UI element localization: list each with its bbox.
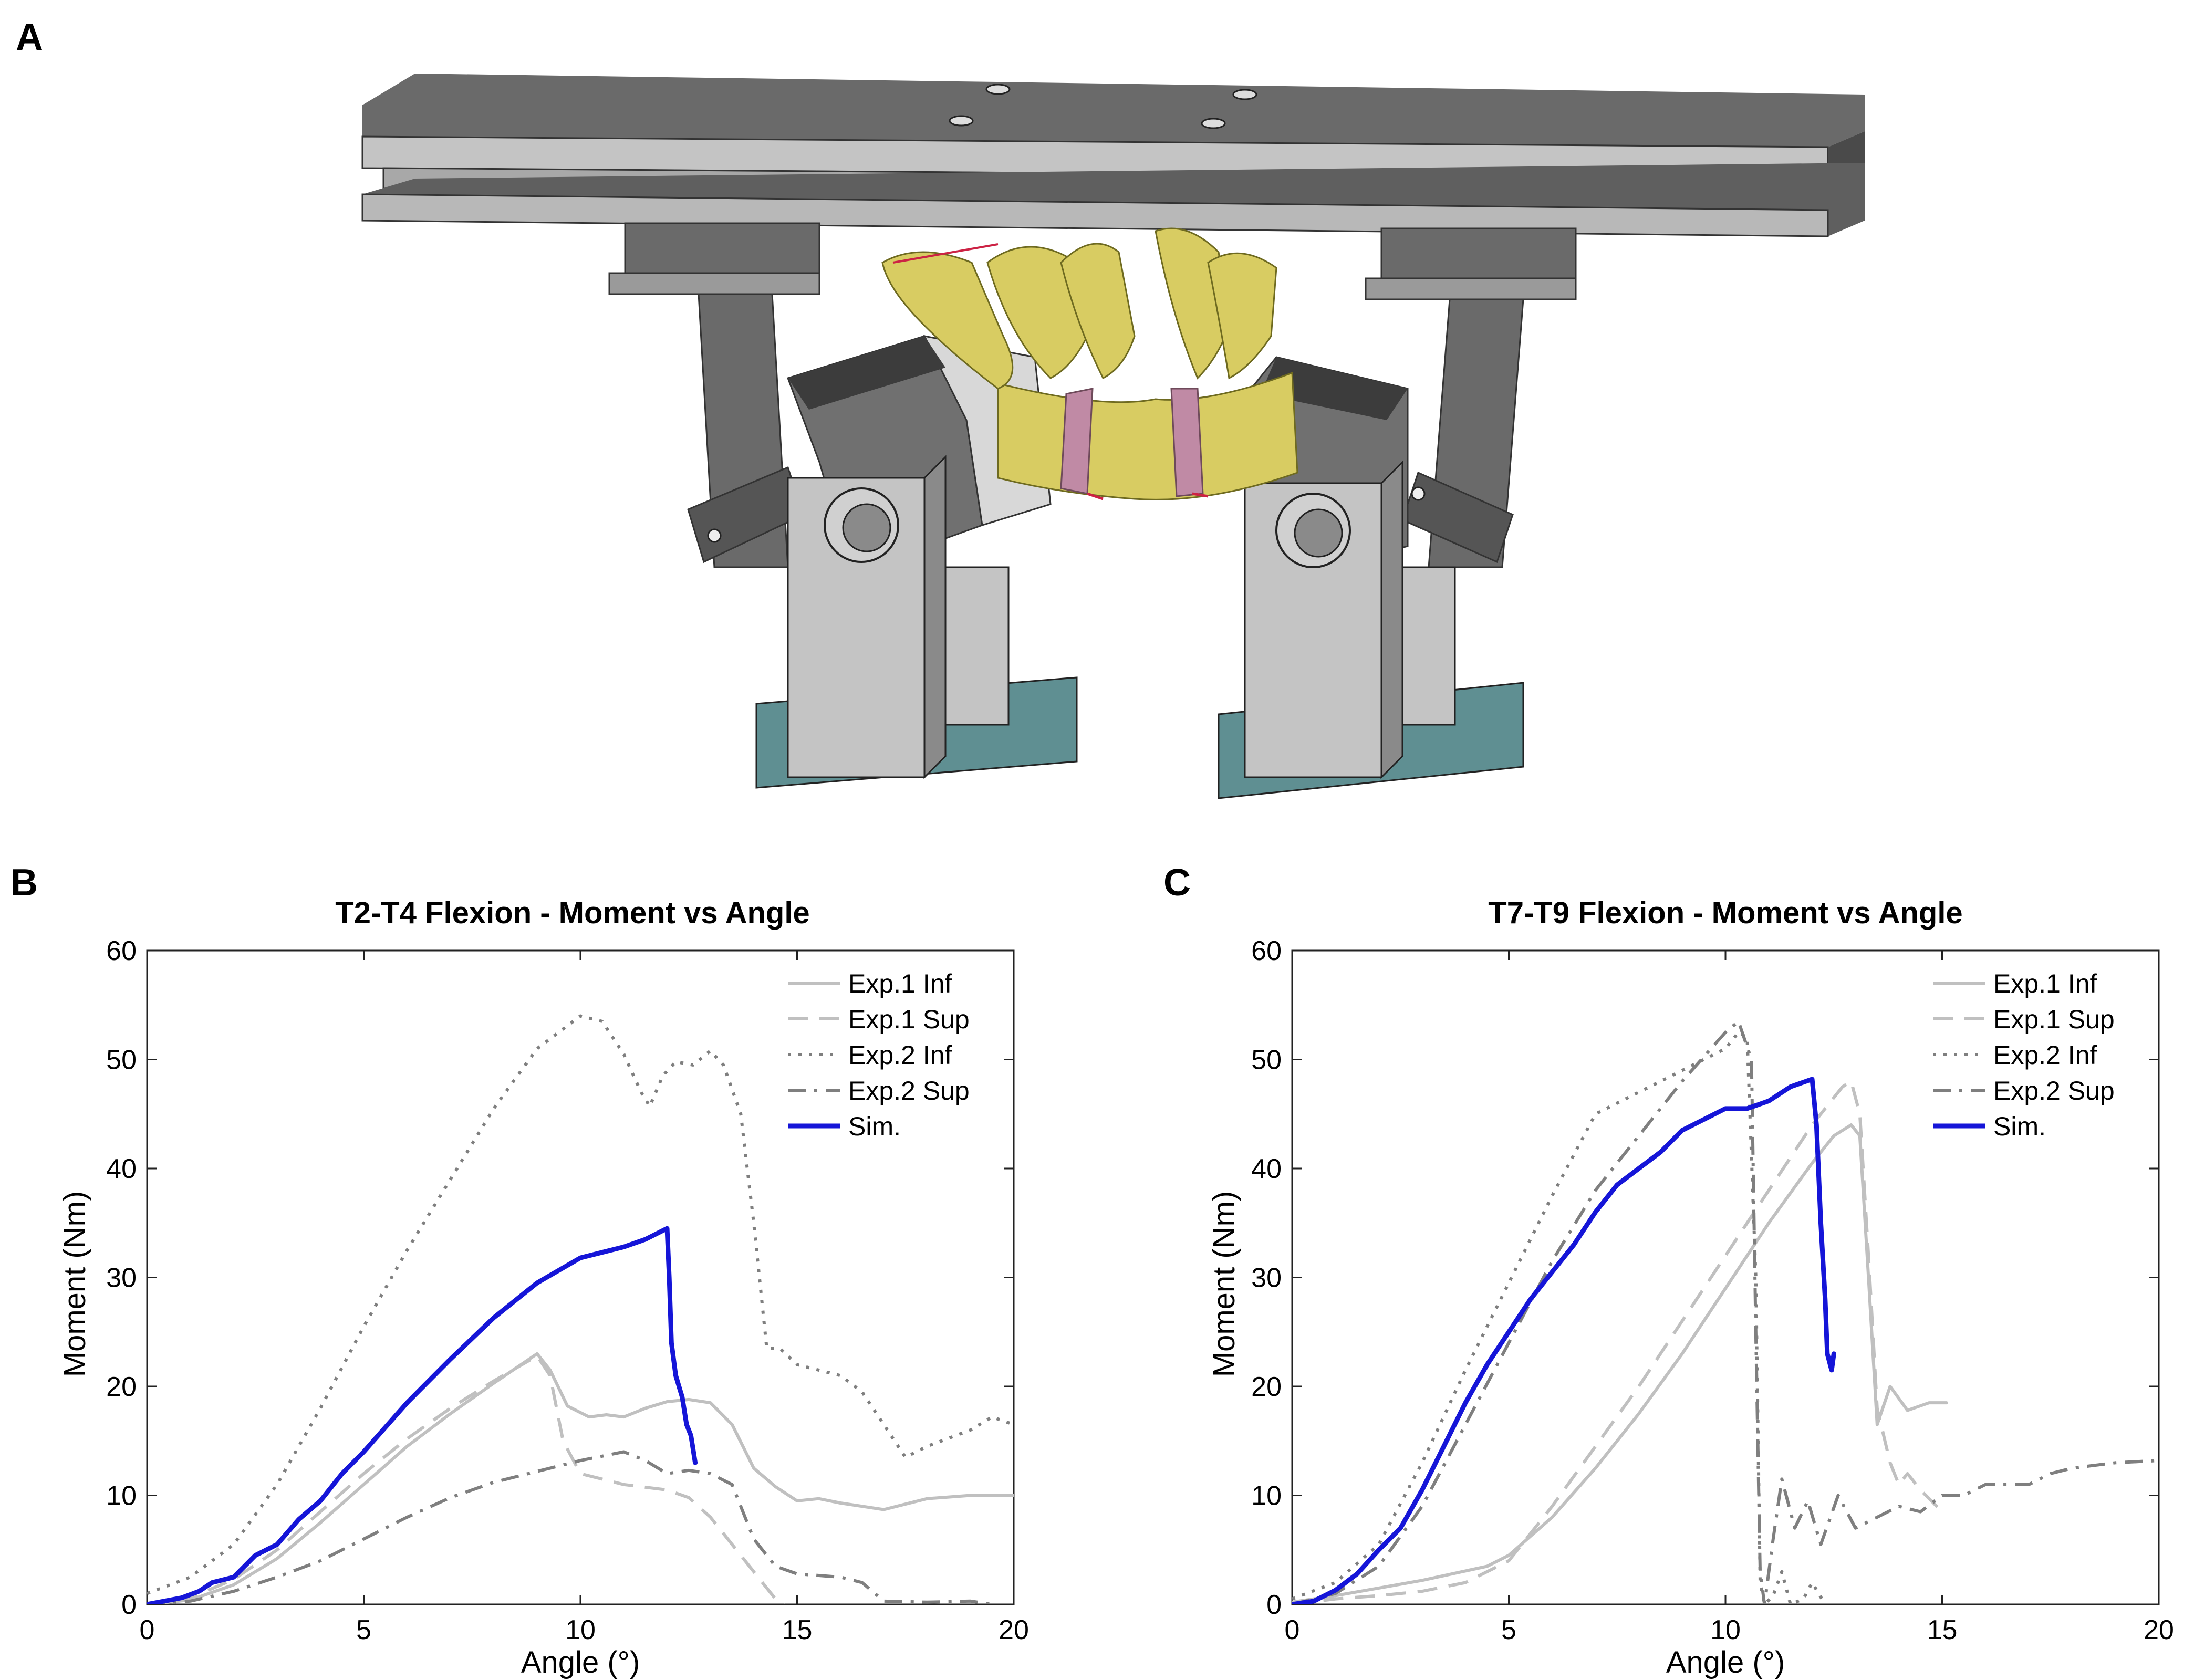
y-tick-label: 20 xyxy=(1251,1372,1282,1402)
x-axis-label: Angle (°) xyxy=(1666,1645,1785,1679)
y-tick-label: 20 xyxy=(106,1372,137,1402)
fixture-illustration xyxy=(361,74,1865,799)
legend-label: Exp.1 Sup xyxy=(848,1005,970,1034)
y-tick-label: 40 xyxy=(1251,1154,1282,1184)
y-tick-label: 30 xyxy=(1251,1263,1282,1293)
legend-label: Sim. xyxy=(1993,1112,2046,1141)
x-axis-label: Angle (°) xyxy=(521,1645,640,1679)
crossbeam xyxy=(361,74,1865,237)
x-tick-label: 5 xyxy=(356,1615,371,1645)
vertebral-segment xyxy=(881,227,1298,500)
legend-label: Exp.2 Inf xyxy=(1993,1040,2097,1070)
legend-label: Exp.1 Inf xyxy=(848,969,952,998)
y-tick-label: 60 xyxy=(1251,936,1282,966)
chart-title: T7-T9 Flexion - Moment vs Angle xyxy=(1488,896,1962,930)
panel-label-b: B xyxy=(11,862,38,904)
series-line-exp-2-inf xyxy=(1292,1030,1827,1604)
y-tick-label: 30 xyxy=(106,1263,137,1293)
series-line-sim xyxy=(1292,1077,1836,1604)
series-line-exp-1-sup xyxy=(147,1354,785,1604)
y-tick-label: 10 xyxy=(1251,1481,1282,1511)
y-tick-label: 60 xyxy=(106,936,137,966)
y-tick-label: 50 xyxy=(106,1045,137,1076)
y-axis-label: Moment (Nm) xyxy=(58,1191,92,1377)
legend-label: Exp.2 Inf xyxy=(848,1040,952,1070)
right-support-column xyxy=(1365,227,1577,568)
x-tick-label: 0 xyxy=(1285,1615,1300,1645)
y-tick-label: 40 xyxy=(106,1154,137,1184)
chart-title: T2-T4 Flexion - Moment vs Angle xyxy=(335,896,809,930)
panel-label-c: C xyxy=(1163,862,1191,904)
y-tick-label: 10 xyxy=(106,1481,137,1511)
legend-label: Sim. xyxy=(848,1112,901,1141)
right-pedestal xyxy=(1218,460,1524,799)
chart-t2-t4: T2-T4 Flexion - Moment vs Angle Angle (°… xyxy=(58,896,1029,1679)
y-tick-label: 50 xyxy=(1251,1045,1282,1076)
panel-label-a: A xyxy=(16,16,43,58)
left-pedestal xyxy=(755,455,1078,789)
x-tick-label: 15 xyxy=(1927,1615,1958,1645)
series-line-exp-1-inf xyxy=(1292,1123,1948,1604)
x-tick-label: 20 xyxy=(2144,1615,2174,1645)
x-tick-label: 5 xyxy=(1501,1615,1516,1645)
legend-label: Exp.2 Sup xyxy=(1993,1076,2115,1105)
chart-t7-t9: T7-T9 Flexion - Moment vs Angle Angle (°… xyxy=(1207,896,2174,1679)
x-tick-label: 10 xyxy=(1710,1615,1741,1645)
legend-label: Exp.2 Sup xyxy=(848,1076,970,1105)
x-tick-label: 15 xyxy=(782,1615,813,1645)
x-tick-label: 20 xyxy=(999,1615,1029,1645)
y-tick-label: 0 xyxy=(121,1590,137,1620)
series-line-exp-1-sup xyxy=(1292,1080,1943,1604)
y-tick-label: 0 xyxy=(1266,1590,1282,1620)
y-axis-label: Moment (Nm) xyxy=(1207,1191,1241,1377)
x-tick-label: 10 xyxy=(565,1615,596,1645)
series-line-sim xyxy=(147,1226,698,1604)
legend-label: Exp.1 Inf xyxy=(1993,969,2097,998)
series-line-exp-2-sup xyxy=(147,1450,993,1604)
x-tick-label: 0 xyxy=(140,1615,155,1645)
legend-label: Exp.1 Sup xyxy=(1993,1005,2115,1034)
left-support-column xyxy=(608,222,820,568)
series-line-exp-1-inf xyxy=(147,1352,1014,1604)
